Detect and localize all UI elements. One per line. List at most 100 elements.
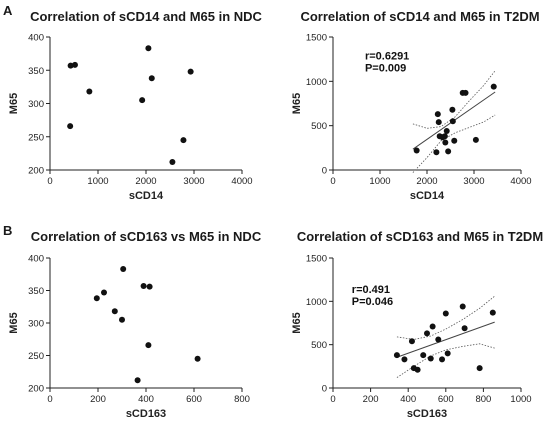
- y-tick-label: 500: [311, 340, 327, 351]
- data-point: [449, 118, 456, 125]
- chart-2: Correlation of sCD14 and M65 in T2DM 0 100…: [291, 9, 540, 202]
- x-tick-label: 400: [138, 394, 154, 405]
- x-tick-label: 0: [330, 176, 335, 187]
- data-point: [146, 283, 153, 290]
- data-point: [148, 75, 155, 82]
- x-tick-label: 600: [186, 394, 202, 405]
- x-tick-label: 4000: [231, 176, 252, 187]
- y-tick-label: 250: [28, 132, 44, 143]
- y-tick-label: 400: [28, 33, 44, 44]
- annotation-r: r=0.6291: [365, 51, 409, 63]
- data-point: [427, 355, 434, 362]
- data-point: [145, 342, 152, 349]
- x-axis-label: sCD163: [126, 408, 166, 420]
- data-point: [145, 45, 152, 52]
- x-tick-label: 800: [475, 394, 491, 405]
- data-point: [93, 295, 100, 302]
- data-point: [111, 308, 118, 315]
- data-point: [462, 89, 469, 96]
- data-point: [461, 325, 468, 332]
- data-point: [444, 350, 451, 357]
- confidence-band-upper: [396, 295, 495, 340]
- y-tick-label: 1000: [306, 77, 327, 88]
- y-tick-label: 0: [322, 384, 327, 395]
- data-point: [443, 127, 450, 134]
- x-tick-label: 4000: [510, 176, 531, 187]
- annotation-r: r=0.491: [352, 284, 390, 296]
- y-axis-label: M65: [291, 312, 303, 333]
- charts: Correlation of sCD14 and M65 in NDC 0 1000…: [8, 9, 543, 420]
- data-point: [424, 330, 430, 337]
- x-axis-label: sCD163: [407, 408, 447, 420]
- x-tick-label: 400: [400, 394, 416, 405]
- data-point: [120, 266, 127, 273]
- x-tick-label: 0: [47, 394, 52, 405]
- y-tick-label: 1000: [306, 297, 327, 308]
- data-point: [413, 147, 420, 154]
- x-tick-label: 3000: [183, 176, 204, 187]
- chart-1: Correlation of sCD14 and M65 in NDC 0 1000…: [8, 9, 263, 202]
- y-tick-label: 350: [28, 66, 44, 77]
- y-tick-label: 200: [28, 166, 44, 177]
- data-point: [420, 352, 427, 359]
- data-point: [445, 148, 452, 155]
- x-tick-label: 800: [234, 394, 250, 405]
- x-tick-label: 1000: [87, 176, 108, 187]
- y-tick-label: 1500: [306, 33, 327, 44]
- data-point: [140, 282, 147, 289]
- data-point: [476, 365, 483, 372]
- x-tick-label: 600: [438, 394, 454, 405]
- x-tick-label: 1000: [510, 394, 531, 405]
- data-point: [435, 336, 442, 343]
- data-point: [435, 119, 442, 126]
- data-point: [71, 61, 78, 68]
- data-point: [139, 97, 146, 104]
- data-point: [408, 338, 415, 345]
- data-point: [187, 68, 194, 75]
- data-point: [439, 356, 446, 363]
- data-point: [434, 111, 441, 118]
- y-tick-label: 400: [28, 254, 44, 265]
- x-tick-label: 2000: [135, 176, 156, 187]
- chart-title: Correlation of sCD163 vs M65 in NDC: [31, 229, 262, 244]
- data-point: [472, 136, 479, 143]
- y-axis-label: M65: [8, 312, 20, 333]
- data-point: [490, 83, 497, 90]
- chart-title: Correlation of sCD14 and M65 in NDC: [30, 9, 262, 24]
- confidence-band-upper: [412, 70, 496, 129]
- x-tick-label: 1000: [369, 176, 390, 187]
- data-point: [101, 289, 107, 296]
- y-tick-label: 350: [28, 286, 44, 297]
- y-axis-label: M65: [291, 93, 303, 114]
- y-tick-label: 300: [28, 99, 44, 110]
- y-tick-label: 250: [28, 351, 44, 362]
- chart-title: Correlation of sCD14 and M65 in T2DM: [300, 9, 539, 24]
- data-point: [429, 323, 436, 330]
- y-tick-label: 1500: [306, 254, 327, 265]
- x-axis-label: sCD14: [410, 190, 445, 202]
- data-point: [393, 352, 400, 359]
- x-axis-label: sCD14: [129, 190, 164, 202]
- x-tick-label: 200: [363, 394, 379, 405]
- data-point: [86, 88, 93, 95]
- chart-4: Correlation of sCD163 and M65 in T2DM 0 20…: [291, 229, 543, 420]
- x-tick-label: 0: [330, 394, 335, 405]
- data-point: [67, 123, 74, 130]
- data-point: [119, 316, 125, 323]
- data-point: [401, 356, 408, 363]
- data-point: [449, 106, 456, 113]
- data-point: [194, 355, 201, 362]
- y-tick-label: 0: [322, 166, 327, 177]
- y-tick-label: 500: [311, 121, 327, 132]
- confidence-band-lower: [396, 343, 495, 378]
- chart-title: Correlation of sCD163 and M65 in T2DM: [297, 229, 543, 244]
- data-point: [442, 139, 449, 146]
- data-point: [442, 310, 449, 317]
- data-point: [441, 133, 448, 140]
- y-axis-label: M65: [8, 93, 20, 114]
- data-point: [451, 137, 458, 144]
- y-tick-label: 300: [28, 319, 44, 330]
- panel-label-a: A: [3, 3, 13, 18]
